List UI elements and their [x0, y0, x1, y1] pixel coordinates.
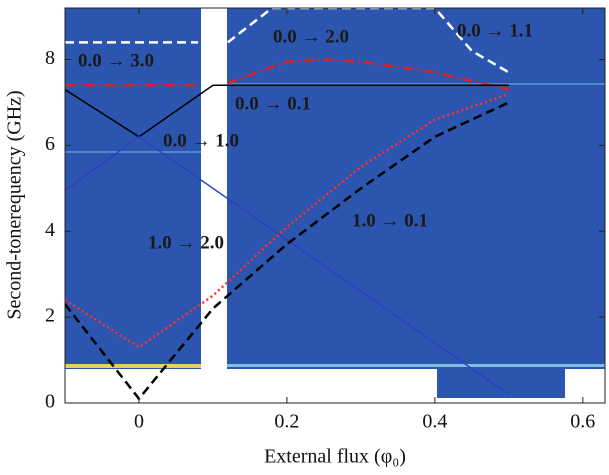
gap: [437, 398, 565, 403]
y-tick-label: 6: [45, 133, 55, 155]
gap: [65, 369, 437, 403]
x-tick-label: 0.2: [274, 411, 299, 433]
x-tick-label: 0: [134, 411, 144, 433]
annotation: 0.0 → 1.1: [457, 20, 533, 41]
curve: [65, 92, 510, 349]
curve: [65, 84, 509, 138]
faint-line: [65, 151, 201, 153]
annotation: 1.0 → 2.0: [148, 232, 224, 253]
y-tick-label: 8: [45, 47, 55, 69]
curve: [65, 135, 510, 396]
y-tick-label: 4: [45, 219, 55, 241]
curve: [65, 8, 510, 74]
annotation: 0.0 → 0.1: [235, 93, 311, 114]
y-axis-label: Second-tonerequency (GHz): [4, 90, 26, 319]
bright-band: [227, 364, 605, 367]
x-axis-label: External flux (φ₀): [264, 446, 406, 468]
gap: [565, 369, 605, 403]
y-tick-label: 2: [45, 305, 55, 327]
bright-band: [65, 364, 201, 368]
plot-frame: [64, 7, 606, 404]
curve: [65, 58, 510, 91]
x-tick-label: 0.6: [570, 411, 595, 433]
annotation: 0.0 → 2.0: [273, 26, 349, 47]
faint-line: [227, 83, 605, 85]
annotation: 0.0 → 1.0: [163, 130, 239, 151]
annotation: 0.0 → 3.0: [78, 50, 154, 71]
x-tick-label: 0.4: [422, 411, 447, 433]
annotation: 1.0 → 0.1: [352, 210, 428, 231]
y-tick-label: 0: [45, 391, 55, 413]
gap: [201, 8, 227, 403]
